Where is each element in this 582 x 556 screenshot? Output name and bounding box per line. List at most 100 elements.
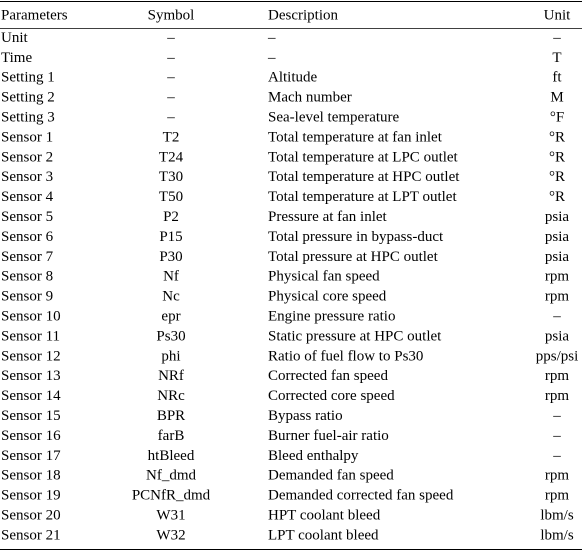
cell-parameter: Unit [1, 30, 29, 46]
cell-parameter: Sensor 21 [1, 527, 61, 543]
cell-symbol: PCNfR_dmd [132, 488, 211, 504]
cell-unit: lbm/s [540, 527, 574, 543]
cell-symbol: Nf [163, 269, 179, 285]
cell-description: Total pressure in bypass-duct [268, 229, 444, 245]
cell-parameter: Sensor 8 [1, 269, 53, 285]
cell-description: – [267, 50, 276, 66]
cell-unit: rpm [545, 289, 569, 305]
cell-symbol: epr [161, 309, 180, 325]
cell-unit: °R [549, 189, 565, 205]
cell-parameter: Sensor 2 [1, 149, 53, 165]
cell-symbol: P15 [159, 229, 182, 245]
cell-unit: – [552, 30, 561, 46]
cell-unit: lbm/s [540, 508, 574, 524]
cell-parameter: Sensor 9 [1, 289, 53, 305]
cell-parameter: Sensor 11 [1, 328, 60, 344]
cell-unit: ft [552, 70, 562, 86]
cell-description: Burner fuel-air ratio [268, 428, 389, 444]
cell-description: Total temperature at LPC outlet [268, 149, 459, 165]
cell-symbol: – [166, 110, 175, 126]
cell-parameter: Sensor 6 [1, 229, 54, 245]
cell-unit: – [552, 408, 561, 424]
cell-description: Bypass ratio [268, 408, 343, 424]
cell-symbol: T30 [159, 169, 183, 185]
cell-description: Altitude [268, 70, 318, 86]
cell-symbol: Nf_dmd [146, 468, 196, 484]
cell-unit: rpm [545, 488, 569, 504]
cell-description: Total temperature at HPC outlet [268, 169, 460, 185]
cell-symbol: Ps30 [156, 328, 185, 344]
cell-unit: M [550, 90, 563, 106]
cell-parameter: Sensor 20 [1, 508, 61, 524]
cell-symbol: BPR [157, 408, 185, 424]
cell-symbol: farB [158, 428, 185, 444]
cell-parameter: Sensor 7 [1, 249, 54, 265]
cell-parameter: Sensor 1 [1, 129, 53, 145]
cell-parameter: Time [1, 50, 32, 66]
cell-parameter: Sensor 18 [1, 468, 61, 484]
cell-symbol: – [166, 50, 175, 66]
cell-symbol: NRf [158, 368, 184, 384]
cell-unit: rpm [545, 269, 569, 285]
cell-description: Demanded corrected fan speed [268, 488, 454, 504]
cell-parameter: Sensor 10 [1, 309, 61, 325]
header-parameter: Parameters [1, 7, 68, 23]
cell-symbol: P30 [159, 249, 182, 265]
cell-description: Physical core speed [268, 289, 387, 305]
cell-description: Total pressure at HPC outlet [268, 249, 439, 265]
cell-unit: pps/psi [536, 348, 579, 364]
cell-description: Bleed enthalpy [268, 448, 359, 464]
header-symbol: Symbol [148, 7, 195, 23]
cell-symbol: W32 [156, 527, 185, 543]
cell-description: Ratio of fuel flow to Ps30 [268, 348, 423, 364]
cell-description: HPT coolant bleed [268, 508, 381, 524]
header-unit: Unit [544, 7, 572, 23]
cell-parameter: Sensor 3 [1, 169, 53, 185]
cell-description: Pressure at fan inlet [268, 209, 388, 225]
cell-unit: °R [549, 149, 565, 165]
cell-description: LPT coolant bleed [268, 527, 379, 543]
cell-unit: °R [549, 169, 565, 185]
cell-symbol: T24 [159, 149, 184, 165]
cell-symbol: T2 [163, 129, 180, 145]
cell-description: Mach number [268, 90, 352, 106]
cell-symbol: Nc [162, 289, 180, 305]
cell-description: Corrected core speed [268, 388, 395, 404]
cell-unit: – [552, 428, 561, 444]
header-description: Description [268, 7, 338, 23]
cell-symbol: – [166, 90, 175, 106]
cell-description: Static pressure at HPC outlet [268, 328, 442, 344]
cell-unit: – [552, 309, 561, 325]
cell-unit: T [552, 50, 561, 66]
cell-parameter: Sensor 13 [1, 368, 61, 384]
cell-description: Demanded fan speed [268, 468, 394, 484]
cell-parameter: Sensor 17 [1, 448, 61, 464]
cell-description: Engine pressure ratio [268, 309, 395, 325]
cell-unit: psia [545, 249, 570, 265]
cell-parameter: Sensor 19 [1, 488, 61, 504]
cell-description: Total temperature at fan inlet [268, 129, 443, 145]
cell-parameter: Sensor 14 [1, 388, 61, 404]
cell-parameter: Sensor 4 [1, 189, 54, 205]
cell-description: Total temperature at LPT outlet [268, 189, 457, 205]
cell-parameter: Setting 3 [1, 110, 55, 126]
cell-description: Sea-level temperature [268, 110, 400, 126]
cell-description: – [267, 30, 276, 46]
cell-symbol: P2 [163, 209, 179, 225]
cell-parameter: Sensor 15 [1, 408, 61, 424]
cell-symbol: – [166, 70, 175, 86]
cell-symbol: NRc [157, 388, 185, 404]
cell-symbol: T50 [159, 189, 183, 205]
cell-parameter: Sensor 5 [1, 209, 53, 225]
cell-unit: °F [550, 110, 564, 126]
cell-unit: rpm [545, 388, 569, 404]
cell-parameter: Sensor 12 [1, 348, 61, 364]
cell-symbol: phi [161, 348, 180, 364]
cell-symbol: W31 [156, 508, 185, 524]
cell-unit: rpm [545, 368, 569, 384]
cell-parameter: Setting 2 [1, 90, 55, 106]
cell-unit: °R [549, 129, 565, 145]
cell-parameter: Sensor 16 [1, 428, 61, 444]
